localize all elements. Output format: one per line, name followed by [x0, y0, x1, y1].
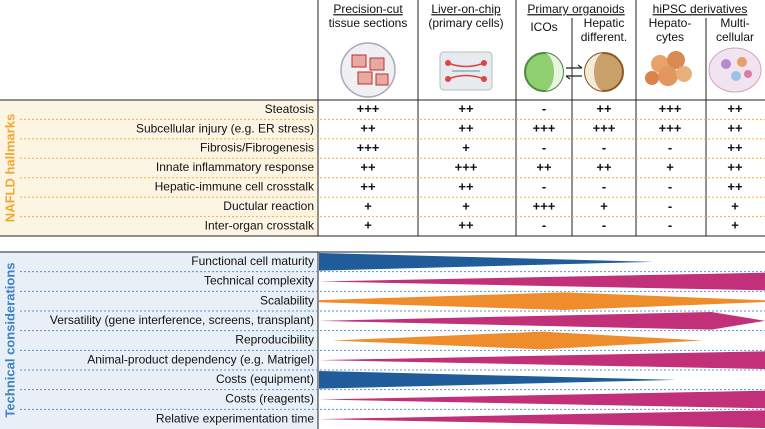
cell: +	[731, 198, 739, 213]
cell: +++	[533, 198, 556, 213]
row-label: Costs (reagents)	[225, 392, 314, 406]
row-label: Animal-product dependency (e.g. Matrigel…	[87, 352, 314, 366]
column-label: cellular	[716, 30, 754, 44]
cell: +	[462, 198, 470, 213]
cell: +	[462, 140, 470, 155]
cell: +	[364, 218, 372, 233]
cell: -	[602, 179, 606, 194]
cell: +	[600, 198, 608, 213]
row-label: Subcellular injury (e.g. ER stress)	[136, 121, 314, 135]
cell: -	[668, 140, 672, 155]
row-label: Relative experimentation time	[156, 411, 314, 425]
cell: ++	[458, 101, 474, 116]
trend-wedge	[319, 292, 765, 310]
cell: -	[542, 140, 546, 155]
cell: +++	[533, 121, 556, 136]
cell: ++	[727, 159, 743, 174]
section-title: NAFLD hallmarks	[2, 114, 17, 222]
column-label: Hepato-	[649, 16, 692, 30]
trend-wedge	[332, 331, 703, 350]
cell: -	[602, 218, 606, 233]
row-label: Innate inflammatory response	[156, 160, 314, 174]
column-label: different.	[581, 30, 627, 44]
trend-wedge	[319, 390, 765, 409]
row-label: Costs (equipment)	[216, 372, 314, 386]
row-label: Functional cell maturity	[191, 254, 314, 268]
hallmark-bg	[0, 100, 318, 236]
cell: -	[542, 101, 546, 116]
trend-wedge	[319, 272, 765, 291]
cell: ++	[458, 218, 474, 233]
chip-icon	[439, 51, 493, 91]
row-label: Scalability	[260, 293, 314, 307]
section-title: Technical considerations	[2, 262, 17, 417]
cell: ++	[360, 159, 376, 174]
organoid-icons	[524, 52, 624, 92]
cell: ++	[536, 159, 552, 174]
cell: -	[542, 179, 546, 194]
trend-wedge	[319, 351, 765, 369]
group-title: Precision-cut	[333, 2, 403, 16]
cell: ++	[727, 101, 743, 116]
trend-wedge	[319, 312, 765, 330]
trend-wedge	[319, 410, 765, 428]
trend-wedge	[319, 371, 676, 389]
cell: ++	[596, 101, 612, 116]
row-label: Fibrosis/Fibrogenesis	[200, 141, 314, 155]
column-label: ICOs	[530, 20, 557, 34]
cell: +++	[455, 159, 478, 174]
row-label: Inter-organ crosstalk	[205, 218, 315, 232]
group-title: hiPSC derivatives	[653, 2, 748, 16]
multicellular-icon	[708, 47, 762, 93]
row-label: Hepatic-immune cell crosstalk	[155, 180, 315, 194]
cell: -	[668, 198, 672, 213]
cell: +++	[357, 140, 380, 155]
cell: +++	[659, 121, 682, 136]
cell: +++	[659, 101, 682, 116]
tissue-icon	[340, 42, 396, 98]
column-label: cytes	[656, 30, 684, 44]
hepatocyte-icon	[645, 51, 692, 86]
row-label: Steatosis	[265, 102, 314, 116]
cell: -	[668, 218, 672, 233]
row-label: Versatility (gene interference, screens,…	[50, 313, 314, 327]
cell: ++	[727, 121, 743, 136]
cell: ++	[727, 140, 743, 155]
cell: ++	[458, 121, 474, 136]
trend-wedge	[319, 253, 654, 271]
cell: +	[731, 218, 739, 233]
cell: ++	[727, 179, 743, 194]
cell: ++	[596, 159, 612, 174]
cell: ++	[458, 179, 474, 194]
column-label: tissue sections	[329, 16, 408, 30]
cell: +++	[357, 101, 380, 116]
group-title: Liver-on-chip	[431, 2, 501, 16]
row-label: Ductular reaction	[223, 199, 314, 213]
cell: +	[666, 159, 674, 174]
column-label: Multi-	[720, 16, 749, 30]
cell: +	[364, 198, 372, 213]
cell: -	[602, 140, 606, 155]
group-title: Primary organoids	[527, 2, 624, 16]
row-label: Technical complexity	[204, 274, 314, 288]
row-label: Reproducibility	[235, 333, 314, 347]
cell: -	[668, 179, 672, 194]
column-label: (primary cells)	[428, 16, 503, 30]
cell: ++	[360, 179, 376, 194]
cell: +++	[593, 121, 616, 136]
cell: ++	[360, 121, 376, 136]
cell: -	[542, 218, 546, 233]
technical-bg	[0, 252, 318, 429]
column-label: Hepatic	[584, 16, 625, 30]
